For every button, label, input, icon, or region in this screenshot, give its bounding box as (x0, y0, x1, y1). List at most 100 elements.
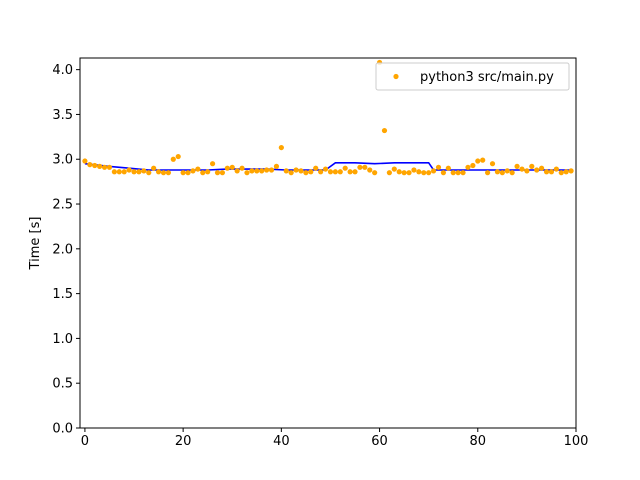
data-point (170, 156, 176, 162)
data-point (283, 168, 289, 174)
data-point (101, 164, 108, 170)
data-point (273, 163, 280, 169)
data-point (165, 170, 171, 176)
data-point (421, 170, 427, 176)
y-tick-label: 3.0 (52, 153, 73, 168)
y-tick-label: 2.0 (52, 242, 73, 257)
data-point (352, 169, 358, 175)
data-point (136, 169, 142, 175)
data-point (205, 169, 211, 175)
data-point (426, 170, 432, 176)
legend-box (375, 62, 570, 91)
data-point (529, 163, 535, 169)
data-point (175, 153, 181, 160)
data-point (539, 165, 545, 171)
data-point (229, 164, 235, 170)
axes-frame (79, 57, 577, 429)
legend-marker (393, 73, 399, 80)
data-point (209, 161, 216, 167)
x-tick-label: 60 (371, 434, 388, 449)
data-point (106, 164, 113, 170)
series-line (84, 162, 572, 171)
data-point (401, 170, 407, 176)
data-point (416, 169, 422, 175)
data-point (568, 168, 574, 174)
data-point (337, 169, 343, 175)
data-point (475, 158, 481, 164)
data-point (190, 168, 196, 174)
data-point (327, 169, 334, 175)
data-point (121, 169, 127, 175)
line-layer (84, 162, 572, 171)
data-point (465, 164, 471, 170)
x-axis: 0 20 40 60 80 100 (81, 428, 588, 449)
data-point (381, 127, 388, 134)
data-point (219, 170, 226, 176)
data-point (347, 169, 353, 175)
data-point (92, 162, 98, 169)
data-point (558, 170, 564, 176)
data-point (372, 170, 378, 176)
data-point (200, 170, 206, 176)
x-tick-label: 80 (470, 434, 487, 449)
data-point (151, 165, 157, 171)
legend: python3 src/main.py (375, 62, 570, 91)
data-point (224, 165, 230, 171)
data-point (244, 170, 250, 176)
data-point (534, 167, 540, 173)
data-point (494, 169, 501, 175)
data-point (386, 170, 392, 176)
data-point (111, 169, 117, 175)
data-point (445, 165, 451, 171)
data-point (357, 164, 363, 170)
data-point (480, 157, 486, 163)
data-point (396, 169, 402, 175)
data-point (499, 170, 505, 176)
data-point (332, 169, 338, 175)
data-point (303, 170, 309, 176)
y-tick-label: 0.5 (52, 377, 73, 392)
data-point (234, 168, 240, 174)
data-point (342, 165, 348, 171)
data-point (278, 144, 284, 151)
x-tick-label: 0 (81, 434, 89, 449)
data-point (509, 170, 515, 176)
data-point (548, 169, 555, 175)
data-point (126, 167, 132, 173)
data-point (160, 170, 167, 176)
data-point (406, 170, 412, 176)
data-point (146, 170, 152, 176)
point-layer (82, 59, 574, 176)
data-point (259, 168, 265, 174)
data-point (440, 170, 447, 176)
data-point (293, 167, 299, 173)
data-point (131, 169, 137, 175)
data-point (524, 168, 530, 174)
data-point (268, 167, 275, 173)
data-point (249, 168, 255, 174)
data-point (155, 169, 162, 175)
y-tick-label: 0.0 (52, 422, 73, 437)
legend-label: python3 src/main.py (420, 70, 554, 85)
y-tick-label: 4.0 (52, 63, 73, 78)
x-tick-label: 20 (175, 434, 192, 449)
data-point (82, 158, 88, 164)
data-point (313, 165, 319, 171)
data-point (298, 168, 304, 174)
data-point (180, 170, 186, 176)
data-point (367, 167, 373, 173)
data-point (485, 170, 491, 176)
data-point (519, 166, 525, 172)
data-point (97, 163, 103, 169)
y-tick-label: 3.5 (52, 108, 73, 123)
y-tick-label: 1.0 (52, 332, 73, 347)
data-point (362, 164, 368, 170)
data-point (470, 162, 476, 169)
plot-area (82, 59, 574, 176)
y-tick-label: 2.5 (52, 198, 73, 213)
data-point (141, 168, 147, 174)
data-point (214, 170, 221, 176)
data-point (87, 162, 93, 168)
data-point (504, 168, 510, 174)
